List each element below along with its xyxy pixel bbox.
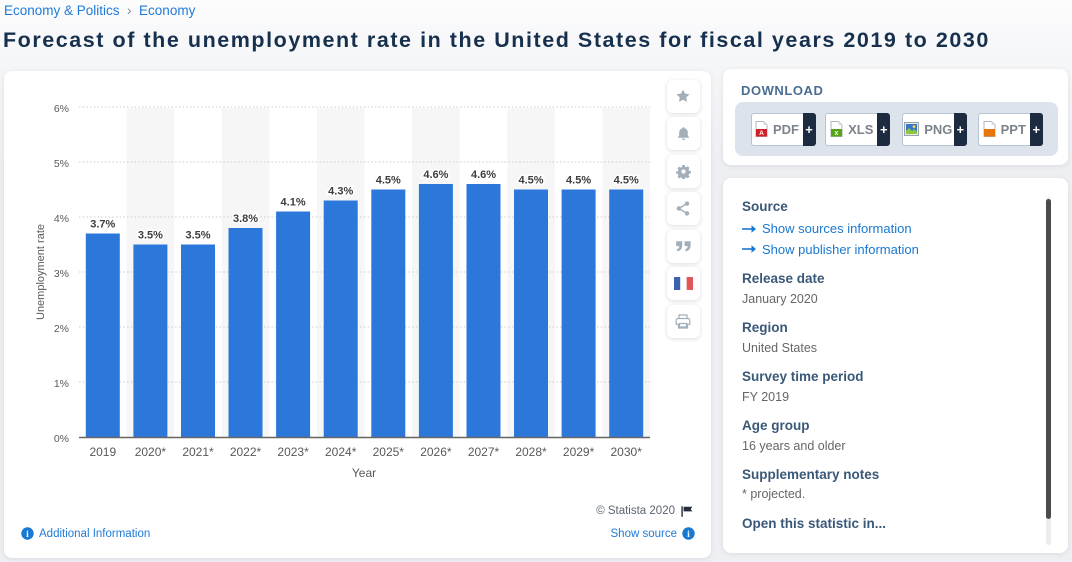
svg-text:3.5%: 3.5% <box>185 230 210 242</box>
svg-text:2026*: 2026* <box>420 445 452 459</box>
svg-text:0%: 0% <box>54 433 69 445</box>
svg-text:3.8%: 3.8% <box>233 213 258 225</box>
svg-text:4.6%: 4.6% <box>423 169 448 181</box>
svg-text:2029*: 2029* <box>563 445 595 459</box>
svg-text:x: x <box>835 130 839 137</box>
svg-text:3%: 3% <box>54 268 69 280</box>
svg-text:4.5%: 4.5% <box>614 175 639 187</box>
svg-text:2%: 2% <box>54 323 69 335</box>
svg-text:3.5%: 3.5% <box>138 230 163 242</box>
svg-text:2023*: 2023* <box>277 445 309 459</box>
svg-text:2019: 2019 <box>89 445 116 459</box>
svg-text:2028*: 2028* <box>515 445 547 459</box>
svg-text:5%: 5% <box>54 158 69 170</box>
svg-text:4.5%: 4.5% <box>376 175 401 187</box>
svg-text:i: i <box>687 530 690 540</box>
svg-text:3.7%: 3.7% <box>90 219 115 231</box>
svg-text:4.5%: 4.5% <box>566 175 591 187</box>
svg-text:6%: 6% <box>54 103 69 115</box>
svg-text:A: A <box>759 130 764 137</box>
svg-text:Year: Year <box>352 466 376 480</box>
svg-text:1%: 1% <box>54 378 69 390</box>
svg-text:2025*: 2025* <box>373 445 405 459</box>
svg-text:2022*: 2022* <box>230 445 262 459</box>
svg-text:4%: 4% <box>54 213 69 225</box>
svg-text:4.3%: 4.3% <box>328 186 353 198</box>
svg-text:4.5%: 4.5% <box>518 175 543 187</box>
svg-text:4.1%: 4.1% <box>281 197 306 209</box>
svg-text:2021*: 2021* <box>182 445 214 459</box>
svg-text:2030*: 2030* <box>611 445 643 459</box>
svg-text:2024*: 2024* <box>325 445 357 459</box>
svg-text:4.6%: 4.6% <box>471 169 496 181</box>
svg-text:Unemployment rate: Unemployment rate <box>35 224 47 320</box>
svg-text:i: i <box>26 530 29 540</box>
svg-text:2020*: 2020* <box>135 445 167 459</box>
svg-text:2027*: 2027* <box>468 445 500 459</box>
